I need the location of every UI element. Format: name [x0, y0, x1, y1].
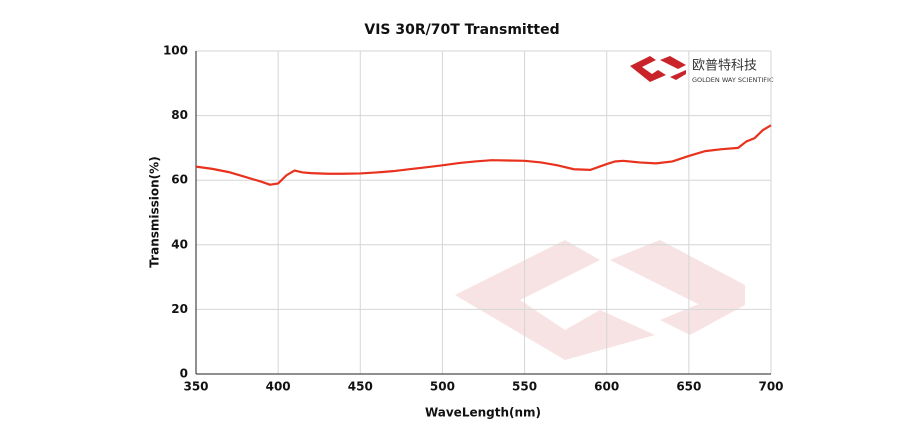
data-line [195, 124, 772, 186]
x-tick-label: 650 [676, 380, 701, 394]
y-tick-label: 20 [171, 302, 188, 316]
x-tick-label: 500 [430, 380, 455, 394]
logo-name: 欧普特科技 [692, 59, 757, 74]
chart-title: VIS 30R/70T Transmitted [364, 22, 559, 38]
x-tick-label: 550 [512, 380, 537, 394]
y-tick-label: 0 [180, 367, 188, 381]
x-tick-label: 700 [758, 380, 783, 394]
x-axis-label: WaveLength(nm) [425, 406, 541, 420]
y-axis-label: Transmission(%) [148, 156, 162, 267]
watermark [455, 240, 745, 360]
logo-mark [630, 56, 686, 82]
x-tick-label: 350 [183, 380, 208, 394]
logo-tagline: GOLDEN WAY SCIENTIFIC [692, 76, 774, 84]
y-tick-label: 80 [171, 108, 188, 122]
y-tick-label: 60 [171, 173, 188, 187]
x-tick-label: 400 [266, 380, 291, 394]
x-tick-label: 600 [594, 380, 619, 394]
y-tick-label: 40 [171, 237, 188, 251]
x-tick-label: 450 [348, 380, 373, 394]
y-tick-label: 100 [163, 44, 188, 58]
